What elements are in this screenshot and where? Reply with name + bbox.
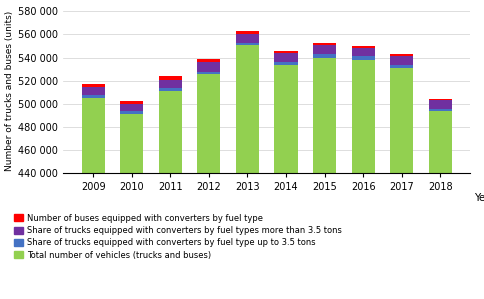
Bar: [235, 45, 258, 299]
Bar: [81, 98, 105, 299]
Bar: [312, 45, 335, 54]
Bar: [197, 59, 220, 62]
Bar: [197, 74, 220, 299]
Bar: [120, 114, 143, 299]
Bar: [235, 31, 258, 34]
Bar: [120, 101, 143, 104]
Bar: [158, 88, 182, 91]
Bar: [428, 111, 451, 299]
Bar: [274, 65, 297, 299]
Bar: [81, 95, 105, 98]
Bar: [312, 54, 335, 58]
Y-axis label: Number of trucks and buses (units): Number of trucks and buses (units): [5, 11, 14, 171]
Bar: [390, 54, 412, 57]
Bar: [274, 51, 297, 53]
Bar: [390, 68, 412, 299]
Bar: [428, 99, 451, 100]
Bar: [351, 57, 374, 60]
Bar: [351, 46, 374, 48]
Bar: [158, 91, 182, 299]
Bar: [120, 111, 143, 114]
Bar: [351, 60, 374, 299]
Bar: [312, 42, 335, 45]
Bar: [428, 109, 451, 111]
Bar: [158, 80, 182, 88]
Bar: [274, 53, 297, 62]
Bar: [197, 62, 220, 71]
Bar: [390, 57, 412, 65]
Bar: [120, 104, 143, 111]
Bar: [81, 87, 105, 95]
Bar: [351, 48, 374, 57]
Bar: [428, 100, 451, 109]
Bar: [158, 76, 182, 80]
Bar: [197, 71, 220, 74]
Text: Years: Years: [473, 193, 484, 203]
Legend: Number of buses equipped with converters by fuel type, Share of trucks equipped : Number of buses equipped with converters…: [14, 214, 341, 260]
Bar: [390, 65, 412, 68]
Bar: [312, 58, 335, 299]
Bar: [274, 62, 297, 65]
Bar: [81, 84, 105, 87]
Bar: [235, 42, 258, 45]
Bar: [235, 34, 258, 42]
